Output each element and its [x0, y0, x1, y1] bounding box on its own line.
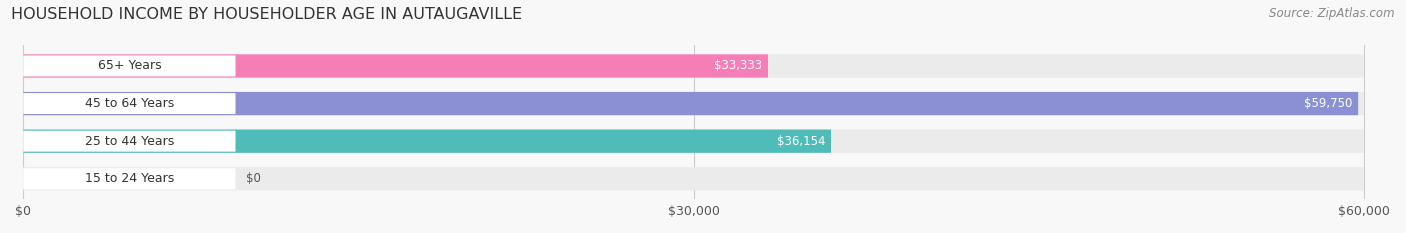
Text: $0: $0	[246, 172, 262, 185]
Text: 15 to 24 Years: 15 to 24 Years	[84, 172, 174, 185]
Text: 45 to 64 Years: 45 to 64 Years	[84, 97, 174, 110]
Text: 25 to 44 Years: 25 to 44 Years	[84, 135, 174, 148]
FancyBboxPatch shape	[24, 93, 236, 114]
Text: $59,750: $59,750	[1305, 97, 1353, 110]
FancyBboxPatch shape	[24, 168, 236, 189]
FancyBboxPatch shape	[24, 167, 1364, 190]
Text: 65+ Years: 65+ Years	[97, 59, 162, 72]
FancyBboxPatch shape	[24, 54, 768, 78]
FancyBboxPatch shape	[24, 92, 1358, 115]
FancyBboxPatch shape	[24, 92, 1364, 115]
Text: $36,154: $36,154	[778, 135, 825, 148]
Text: HOUSEHOLD INCOME BY HOUSEHOLDER AGE IN AUTAUGAVILLE: HOUSEHOLD INCOME BY HOUSEHOLDER AGE IN A…	[11, 7, 523, 22]
FancyBboxPatch shape	[24, 130, 831, 153]
FancyBboxPatch shape	[24, 55, 236, 76]
FancyBboxPatch shape	[24, 54, 1364, 78]
Text: Source: ZipAtlas.com: Source: ZipAtlas.com	[1270, 7, 1395, 20]
FancyBboxPatch shape	[24, 130, 1364, 153]
Text: $33,333: $33,333	[714, 59, 762, 72]
FancyBboxPatch shape	[24, 131, 236, 152]
